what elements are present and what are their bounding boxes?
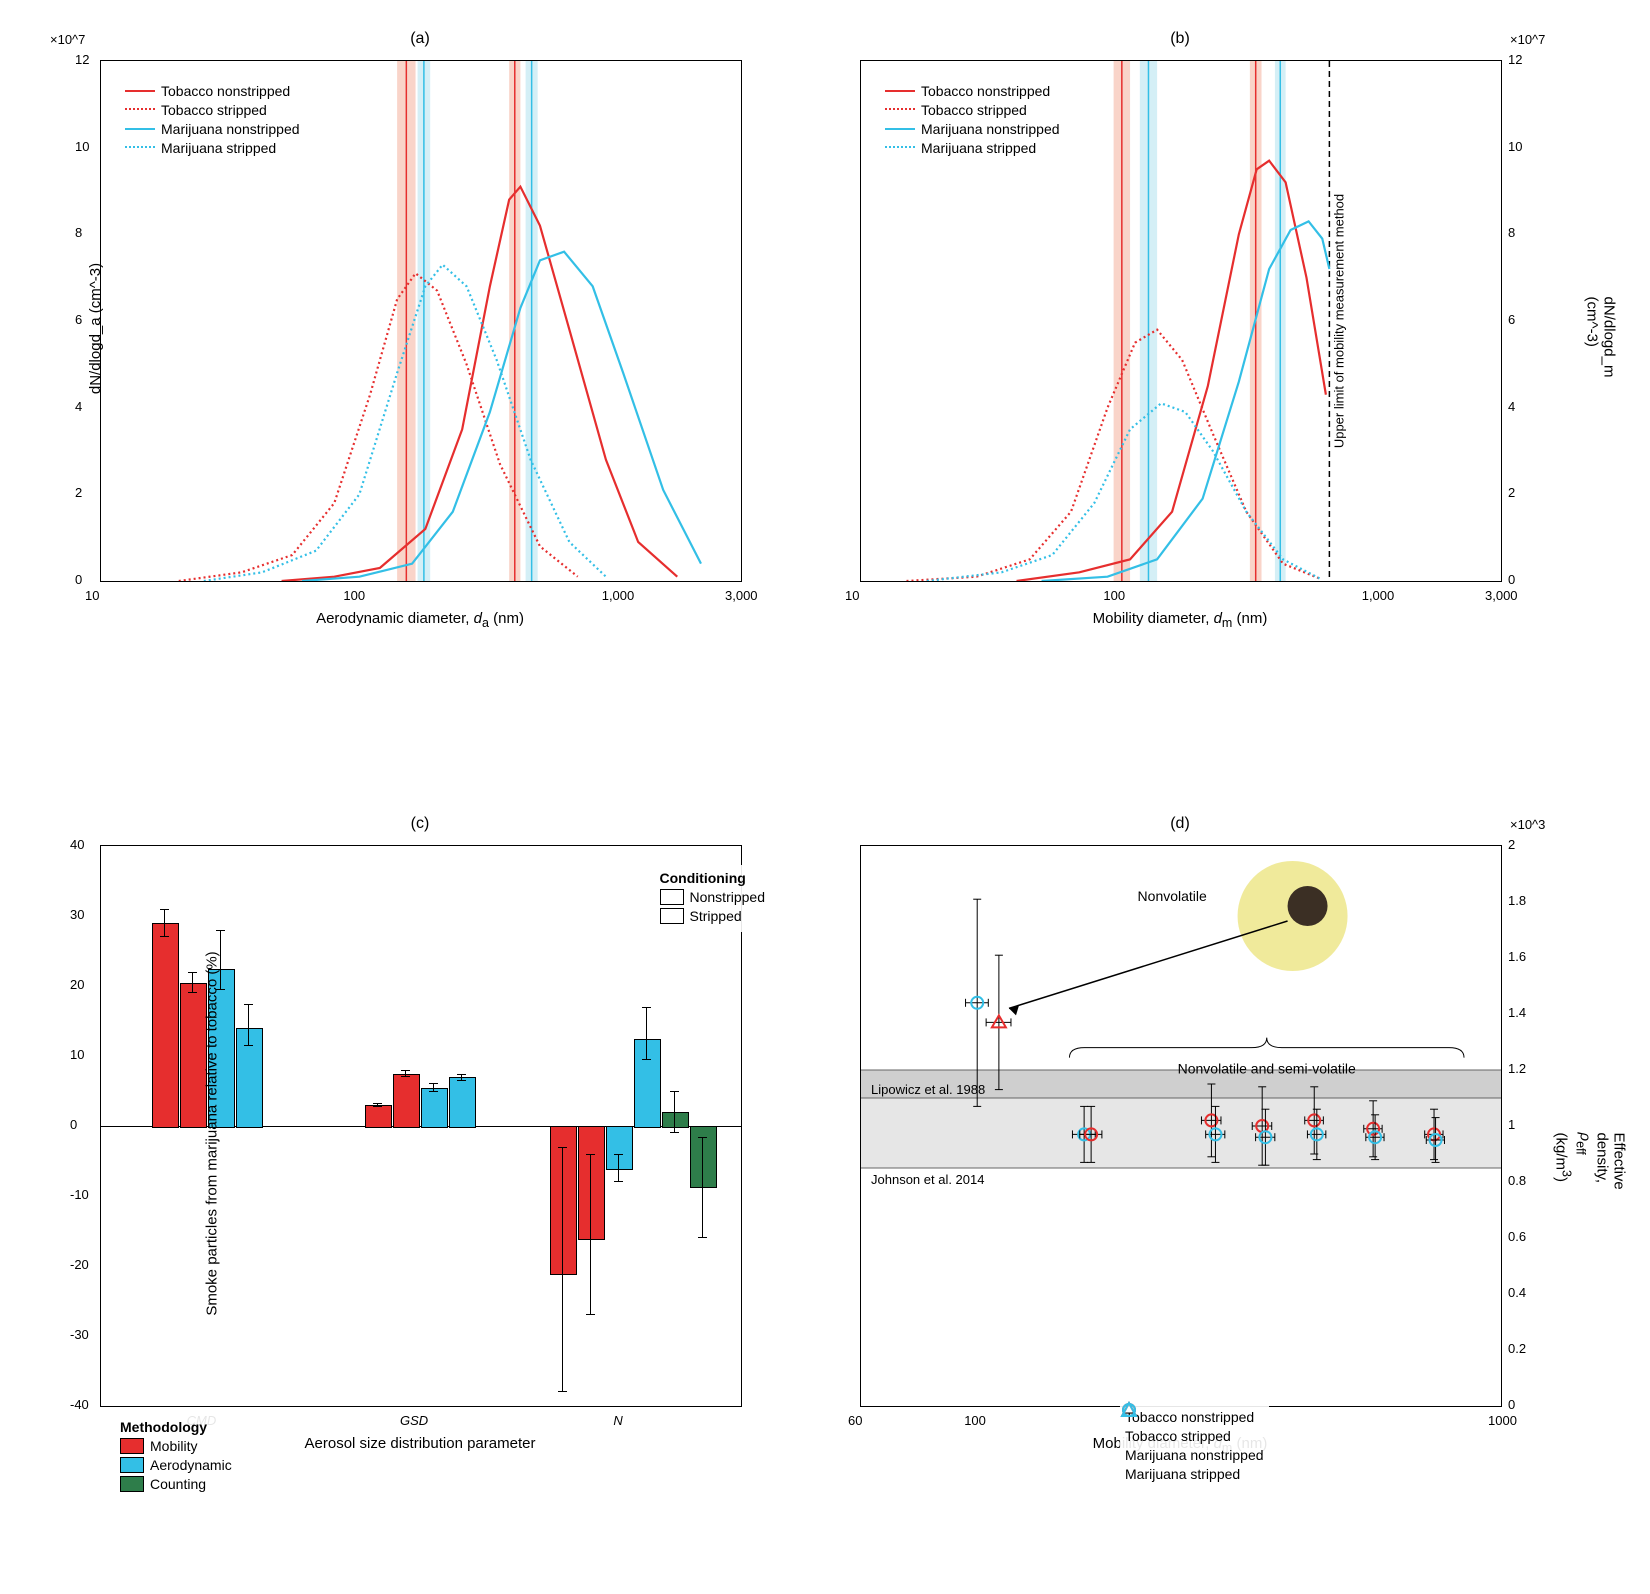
panel-d: Lipowicz et al. 1988 Johnson et al. 2014 N… <box>840 805 1620 1560</box>
svg-text:Lipowicz et al. 1988: Lipowicz et al. 1988 <box>871 1082 985 1097</box>
svg-text:Nonvolatile: Nonvolatile <box>1138 888 1207 904</box>
panel-c: (c)Smoke particles from marijuana relati… <box>20 805 800 1560</box>
figure-grid: (a)×10^7dN/dlogd_a (cm^-3)Aerodynamic di… <box>20 20 1620 1560</box>
panel-a: (a)×10^7dN/dlogd_a (cm^-3)Aerodynamic di… <box>20 20 800 775</box>
svg-text:Upper limit of mobility measur: Upper limit of mobility measurement meth… <box>1331 194 1346 448</box>
svg-text:Johnson et al. 2014: Johnson et al. 2014 <box>871 1172 984 1187</box>
panel-b: Upper limit of mobility measurement meth… <box>840 20 1620 775</box>
svg-text:Nonvolatile and semi-volatile: Nonvolatile and semi-volatile <box>1178 1061 1356 1077</box>
